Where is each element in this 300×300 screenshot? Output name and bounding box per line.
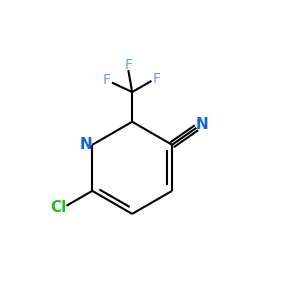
Text: N: N	[80, 137, 92, 152]
Text: F: F	[124, 58, 132, 72]
Text: N: N	[195, 116, 208, 131]
Text: F: F	[153, 71, 161, 85]
Text: Cl: Cl	[50, 200, 66, 215]
Text: F: F	[103, 73, 111, 87]
